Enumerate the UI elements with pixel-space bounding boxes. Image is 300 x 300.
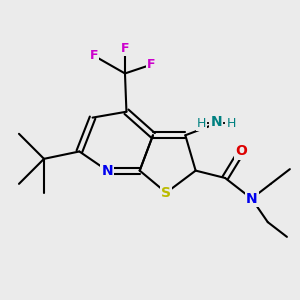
Text: F: F	[147, 58, 156, 71]
Text: H: H	[197, 117, 206, 130]
Text: S: S	[161, 186, 171, 200]
Text: F: F	[121, 42, 129, 55]
Text: N: N	[210, 115, 222, 129]
Text: N: N	[246, 192, 257, 206]
Text: O: O	[235, 145, 247, 158]
Text: N: N	[101, 164, 113, 178]
Text: F: F	[90, 49, 98, 62]
Text: H: H	[226, 117, 236, 130]
